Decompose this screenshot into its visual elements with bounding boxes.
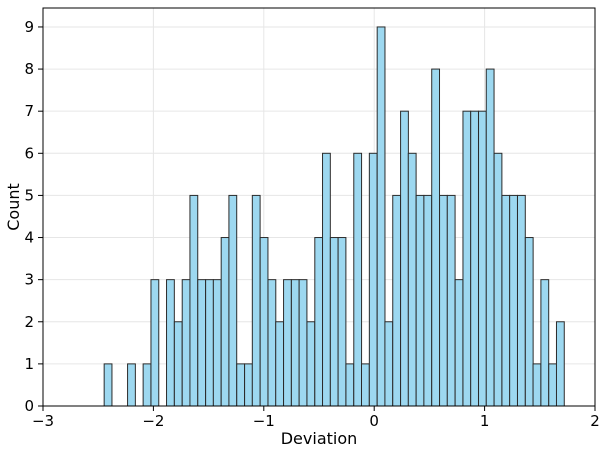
plot-frame [42, 7, 596, 407]
histogram-bar [212, 279, 222, 407]
x-axis-title: Deviation [281, 429, 358, 448]
histogram-bar [555, 321, 565, 407]
histogram-bar [470, 110, 479, 407]
x-tick-label: 2 [590, 412, 600, 430]
histogram-bar [454, 279, 464, 407]
histogram-bar [376, 26, 386, 407]
histogram-bar [197, 279, 207, 407]
y-tick-label: 0 [24, 397, 34, 415]
histogram-bar [384, 321, 394, 407]
histogram-bar [415, 194, 425, 407]
histogram-bar [501, 194, 511, 407]
histogram-bar [298, 279, 308, 407]
histogram-bar [150, 279, 160, 407]
histogram-bar [516, 194, 526, 407]
histogram-bar [259, 237, 269, 407]
histogram-bar [548, 363, 558, 407]
histogram-bar [244, 363, 253, 407]
histogram-bar [166, 279, 175, 407]
histogram-bar [283, 279, 292, 407]
histogram-bar [345, 363, 355, 407]
histogram-bar [407, 152, 417, 407]
histogram-bar [446, 194, 456, 407]
histogram-bar [267, 279, 277, 407]
histogram-bar [353, 152, 363, 407]
histogram-bar [236, 363, 246, 407]
histogram-bar [462, 110, 472, 407]
histogram-bar [220, 237, 230, 407]
y-axis-title: Count [4, 183, 23, 231]
histogram-bar [103, 363, 113, 407]
y-tick-label: 4 [24, 229, 34, 247]
y-tick-label: 6 [24, 144, 34, 162]
y-tick-label: 5 [24, 186, 34, 204]
x-tick-label: 1 [480, 412, 490, 430]
y-tick-label: 2 [24, 313, 34, 331]
y-tick-label: 1 [24, 355, 34, 373]
histogram-bars [103, 26, 565, 407]
histogram-bar [524, 237, 534, 407]
histogram-bar [439, 194, 448, 407]
histogram-bar [290, 279, 300, 407]
y-tick-label: 9 [24, 18, 34, 36]
histogram-bar [509, 194, 518, 407]
histogram-bar [337, 237, 347, 407]
histogram-bar [485, 68, 495, 407]
x-tick-label: −2 [142, 412, 164, 430]
histogram-bar [314, 237, 324, 407]
histogram-bar [181, 279, 191, 407]
x-tick-label: −3 [32, 412, 54, 430]
histogram-bar [173, 321, 183, 407]
histogram-bar [322, 152, 331, 407]
x-tick-label: 0 [369, 412, 379, 430]
histogram-bar [493, 152, 503, 407]
histogram-bar [392, 194, 402, 407]
histogram-bar [361, 363, 370, 407]
histogram-bar [368, 152, 378, 407]
histogram-bar [228, 194, 238, 407]
histogram-bar [306, 321, 316, 407]
x-tick-label: −1 [253, 412, 275, 430]
histogram-bar [329, 237, 339, 407]
histogram-bar [423, 194, 433, 407]
histogram-bar [127, 363, 136, 407]
histogram-bar [142, 363, 152, 407]
histogram-bar [478, 110, 487, 407]
x-axis-ticks: −3 −2 −1 0 1 2 [32, 406, 600, 430]
histogram-bar [400, 110, 409, 407]
y-tick-label: 7 [24, 102, 34, 120]
histogram-bar [532, 363, 542, 407]
y-tick-label: 3 [24, 271, 34, 289]
histogram-bar [275, 321, 285, 407]
histogram-bar [540, 279, 550, 407]
y-tick-label: 8 [24, 60, 34, 78]
y-axis-ticks: 0 1 2 3 4 5 6 7 8 9 [24, 18, 43, 415]
histogram-bar [205, 279, 214, 407]
histogram-bar [431, 68, 441, 407]
histogram-bar [251, 194, 261, 407]
histogram-bar [189, 194, 199, 407]
